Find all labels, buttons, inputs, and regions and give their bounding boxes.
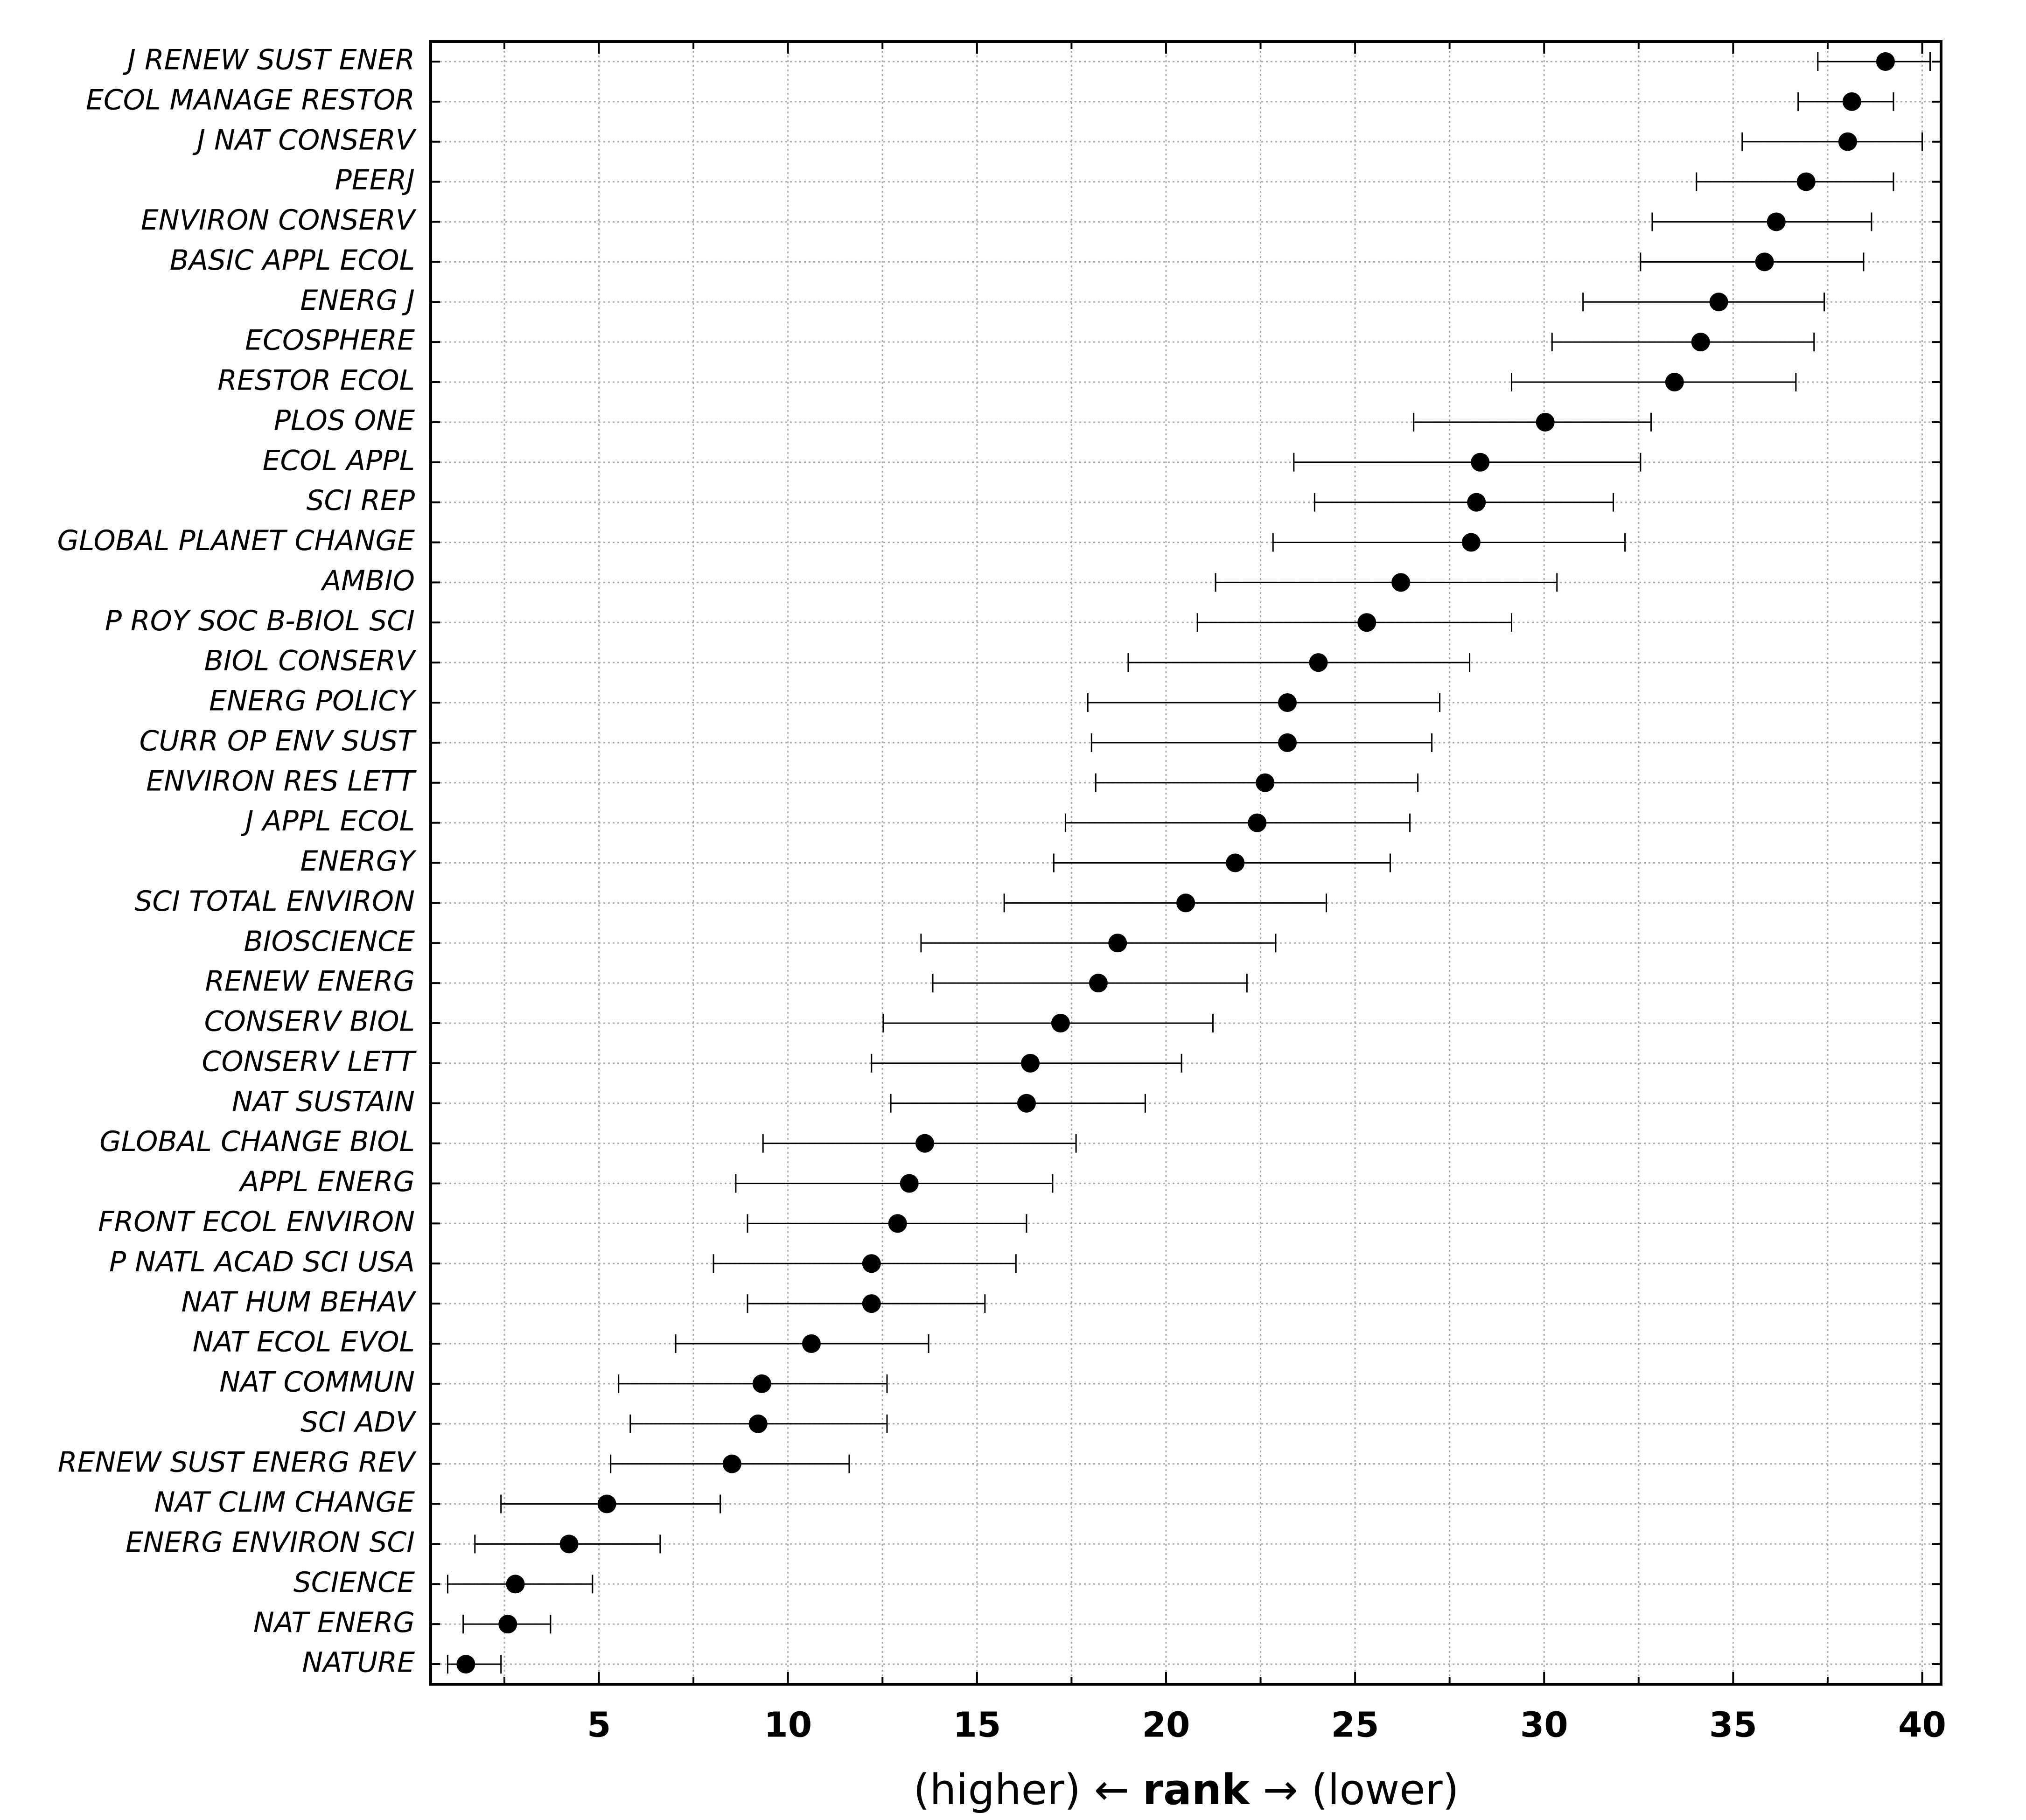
point bbox=[1051, 1014, 1070, 1033]
y-tick-label: NAT COMMUN bbox=[219, 1366, 415, 1399]
y-tick-label: ECOL MANAGE RESTOR bbox=[86, 84, 415, 116]
x-tick-label: 40 bbox=[1898, 1705, 1946, 1745]
point bbox=[1278, 693, 1297, 712]
point bbox=[1691, 333, 1710, 352]
point bbox=[1256, 773, 1275, 792]
x-label-left: (higher) ← bbox=[913, 1765, 1142, 1814]
y-tick-label: NAT HUM BEHAV bbox=[182, 1286, 417, 1318]
point bbox=[915, 1134, 935, 1153]
point bbox=[506, 1575, 525, 1594]
y-tick-label: BASIC APPL ECOL bbox=[170, 244, 415, 277]
point bbox=[1467, 493, 1486, 512]
point bbox=[748, 1414, 768, 1433]
point bbox=[1461, 533, 1481, 552]
y-tick-label: CONSERV BIOL bbox=[204, 1005, 415, 1038]
y-tick-label: ENERG J bbox=[300, 284, 415, 317]
point bbox=[1709, 293, 1728, 312]
point bbox=[722, 1454, 741, 1473]
y-tick-label: CURR OP ENV SUST bbox=[140, 725, 417, 757]
y-tick-label: BIOSCIENCE bbox=[244, 925, 415, 958]
y-tick-label: PEERJ bbox=[335, 164, 415, 196]
y-tick-label: ECOL APPL bbox=[263, 444, 415, 477]
point bbox=[1176, 893, 1195, 913]
point bbox=[1017, 1094, 1036, 1113]
point bbox=[1471, 453, 1490, 472]
point bbox=[597, 1494, 616, 1513]
point bbox=[802, 1334, 821, 1353]
point bbox=[752, 1374, 771, 1393]
y-tick-label: ENERGY bbox=[300, 845, 417, 878]
y-tick-label: J NAT CONSERV bbox=[192, 124, 417, 156]
point bbox=[888, 1214, 907, 1233]
y-tick-label: APPL ENERG bbox=[238, 1165, 415, 1198]
y-tick-label: AMBIO bbox=[320, 565, 415, 597]
point bbox=[1755, 252, 1774, 272]
point bbox=[1838, 132, 1857, 151]
point bbox=[1278, 733, 1297, 752]
y-tick-label: NATURE bbox=[302, 1646, 415, 1679]
plot-frame bbox=[429, 40, 1942, 1686]
x-tick-label: 15 bbox=[953, 1705, 1001, 1745]
point bbox=[1391, 573, 1411, 592]
y-tick-label: RESTOR ECOL bbox=[217, 364, 415, 397]
point bbox=[1665, 372, 1684, 391]
y-tick-label: NAT ECOL EVOL bbox=[193, 1326, 415, 1359]
x-tick-label: 10 bbox=[764, 1705, 812, 1745]
point bbox=[862, 1294, 881, 1313]
x-tick-label: 35 bbox=[1709, 1705, 1757, 1745]
y-tick-label: NAT SUSTAIN bbox=[232, 1085, 415, 1118]
point bbox=[1226, 853, 1245, 872]
point bbox=[1089, 974, 1108, 993]
y-tick-label: RENEW SUST ENERG REV bbox=[58, 1446, 417, 1478]
point bbox=[1536, 412, 1555, 432]
y-tick-label: BIOL CONSERV bbox=[204, 645, 417, 677]
point bbox=[1876, 52, 1895, 71]
y-tick-label: PLOS ONE bbox=[274, 404, 415, 437]
y-tick-label: ECOSPHERE bbox=[245, 324, 415, 357]
point bbox=[1842, 92, 1861, 111]
point bbox=[1796, 172, 1816, 191]
y-tick-label: SCIENCE bbox=[293, 1566, 415, 1599]
x-tick-label: 20 bbox=[1142, 1705, 1190, 1745]
x-label-bold: rank bbox=[1143, 1765, 1251, 1814]
y-tick-label: J APPL ECOL bbox=[241, 805, 415, 837]
y-tick-label: GLOBAL CHANGE BIOL bbox=[99, 1125, 415, 1158]
y-tick-label: FRONT ECOL ENVIRON bbox=[98, 1206, 415, 1238]
point bbox=[1309, 653, 1328, 672]
y-tick-label: ENVIRON RES LETT bbox=[146, 765, 417, 797]
y-tick-label: CONSERV LETT bbox=[202, 1045, 417, 1078]
y-tick-label: RENEW ENERG bbox=[205, 965, 415, 998]
y-tick-label: P NATL ACAD SCI USA bbox=[109, 1246, 415, 1278]
y-tick-label: SCI TOTAL ENVIRON bbox=[134, 885, 415, 918]
y-tick-label: ENERG POLICY bbox=[209, 685, 417, 718]
point bbox=[1248, 813, 1267, 832]
point bbox=[900, 1174, 919, 1193]
y-tick-label: GLOBAL PLANET CHANGE bbox=[57, 524, 415, 557]
x-tick-label: 30 bbox=[1520, 1705, 1568, 1745]
point bbox=[456, 1655, 475, 1674]
point bbox=[1767, 212, 1786, 231]
y-tick-label: SCI REP bbox=[306, 484, 415, 517]
point bbox=[1108, 934, 1127, 953]
point bbox=[862, 1254, 881, 1273]
point bbox=[1357, 613, 1376, 632]
y-tick-label: NAT ENERG bbox=[253, 1606, 415, 1639]
y-tick-label: J RENEW SUST ENER bbox=[123, 44, 415, 77]
x-axis-label: (higher) ← rank → (lower) bbox=[913, 1765, 1459, 1814]
point bbox=[1021, 1053, 1040, 1073]
x-tick-label: 5 bbox=[587, 1705, 611, 1745]
x-label-right: → (lower) bbox=[1250, 1765, 1459, 1814]
y-tick-label: P ROY SOC B-BIOL SCI bbox=[105, 605, 415, 637]
y-tick-label: ENERG ENVIRON SCI bbox=[126, 1526, 415, 1559]
point bbox=[498, 1615, 517, 1634]
y-tick-label: ENVIRON CONSERV bbox=[141, 204, 417, 237]
x-tick-label: 25 bbox=[1331, 1705, 1379, 1745]
point bbox=[559, 1534, 579, 1554]
y-tick-label: NAT CLIM CHANGE bbox=[154, 1486, 415, 1519]
y-tick-label: SCI ADV bbox=[300, 1406, 417, 1438]
